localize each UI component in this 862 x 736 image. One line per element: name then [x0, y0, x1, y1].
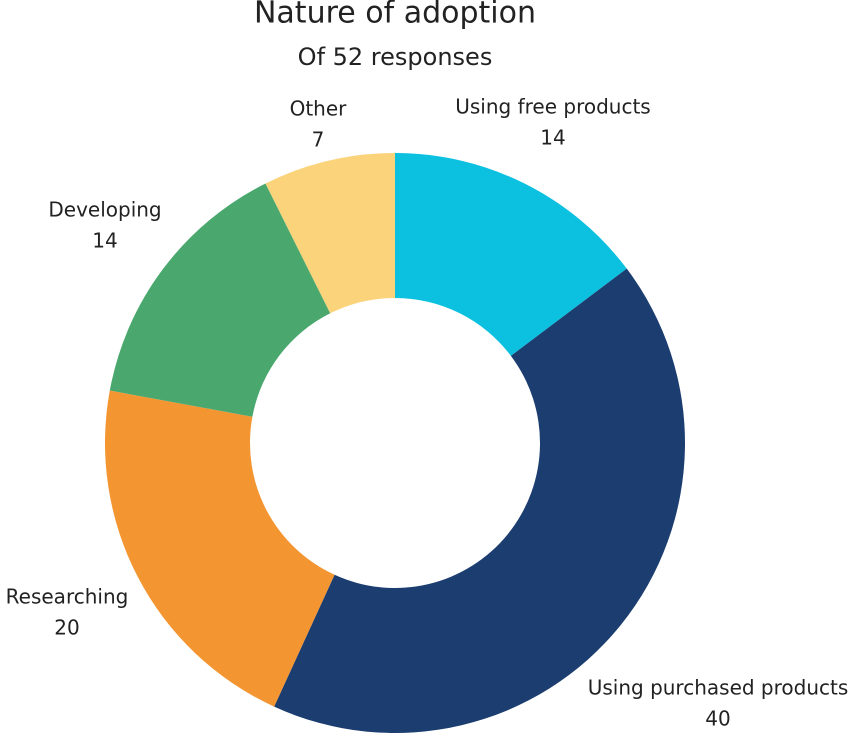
slice-label: Other — [290, 97, 348, 121]
slice-label: Researching — [6, 585, 129, 609]
donut-slice — [395, 153, 627, 356]
slice-value: 20 — [54, 616, 79, 640]
slice-value: 7 — [312, 128, 325, 152]
slice-value: 14 — [92, 229, 117, 253]
donut-slice — [265, 153, 395, 314]
donut-slice — [105, 390, 335, 707]
slice-value: 14 — [540, 126, 565, 150]
chart-title: Nature of adoption — [254, 0, 536, 31]
slice-label: Using purchased products — [588, 676, 849, 700]
donut-slice — [274, 268, 685, 733]
slice-label: Developing — [48, 198, 161, 222]
chart-subtitle: Of 52 responses — [298, 43, 493, 71]
slice-label: Using free products — [455, 95, 650, 119]
slice-value: 40 — [705, 707, 730, 731]
donut-slice — [109, 183, 331, 417]
